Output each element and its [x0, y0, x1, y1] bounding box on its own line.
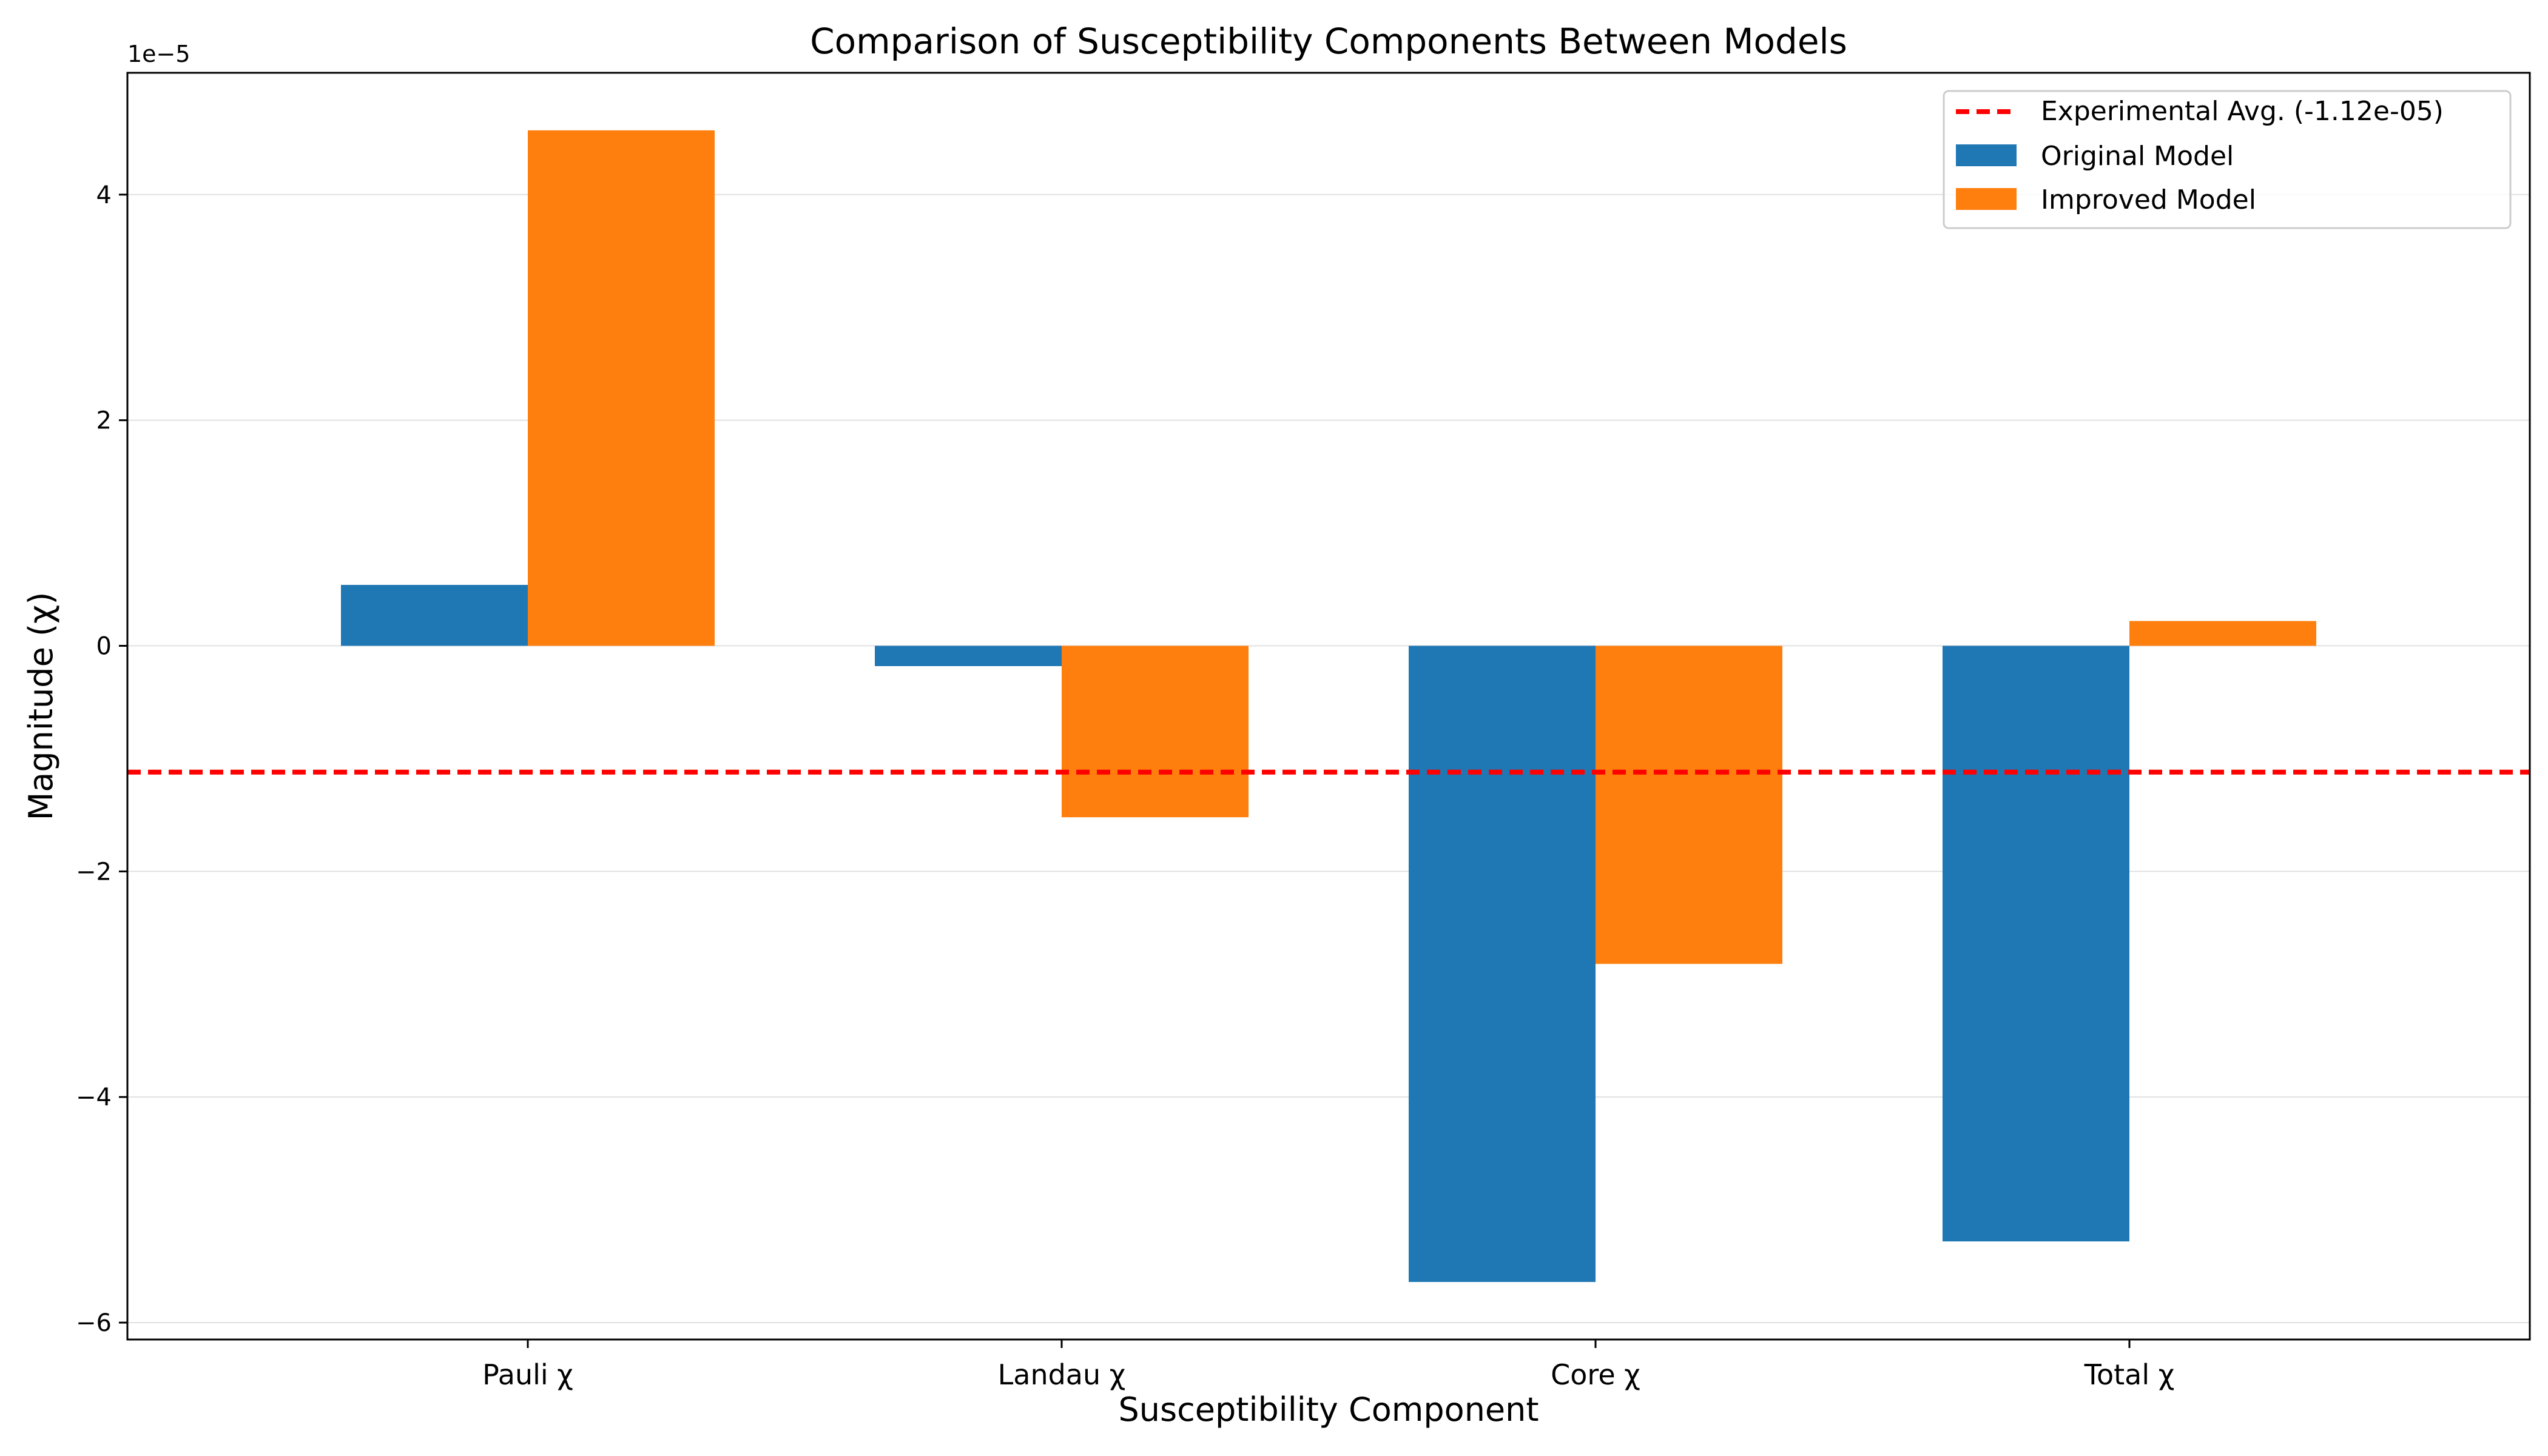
bar-original [875, 645, 1062, 666]
plot-frame [126, 72, 2531, 1341]
legend-label-original: Original Model [2041, 141, 2234, 172]
legend: Experimental Avg. (-1.12e-05) Original M… [1943, 90, 2512, 229]
x-tick-label: Pauli χ [482, 1358, 573, 1391]
y-tick-label: 0 [96, 633, 112, 661]
bar-original [1409, 645, 1596, 1282]
y-tick-label: −4 [76, 1084, 112, 1111]
legend-label-improved: Improved Model [2041, 184, 2256, 215]
y-tick-label: −6 [76, 1309, 112, 1337]
legend-frame [1943, 90, 2512, 229]
bar-improved [2129, 621, 2316, 646]
y-axis: −6 −4 −2 0 2 4 [76, 181, 127, 1337]
bar-improved [528, 130, 715, 646]
x-axis: Pauli χ Landau χ Core χ Total χ [482, 1340, 2174, 1391]
bar-original [341, 585, 528, 646]
bar-original [1943, 645, 2129, 1242]
y-tick-label: 2 [96, 407, 112, 435]
y-offset-label: 1e−5 [127, 41, 190, 67]
y-tick-label: 4 [96, 181, 112, 209]
chart-title: Comparison of Susceptibility Components … [810, 21, 1847, 62]
bar-improved [1062, 645, 1249, 818]
legend-label-reference: Experimental Avg. (-1.12e-05) [2041, 96, 2444, 127]
y-axis-label: Magnitude (χ) [22, 592, 60, 821]
x-tick-label: Total χ [2084, 1358, 2175, 1391]
legend-swatch-improved [1956, 188, 2017, 210]
x-axis-label: Susceptibility Component [1118, 1390, 1539, 1429]
x-tick-label: Landau χ [998, 1358, 1126, 1391]
x-tick-label: Core χ [1551, 1358, 1640, 1391]
legend-swatch-original [1956, 144, 2017, 166]
y-tick-label: −2 [76, 858, 112, 886]
bars-layer [341, 130, 2316, 1282]
bar-improved [1596, 645, 1782, 964]
